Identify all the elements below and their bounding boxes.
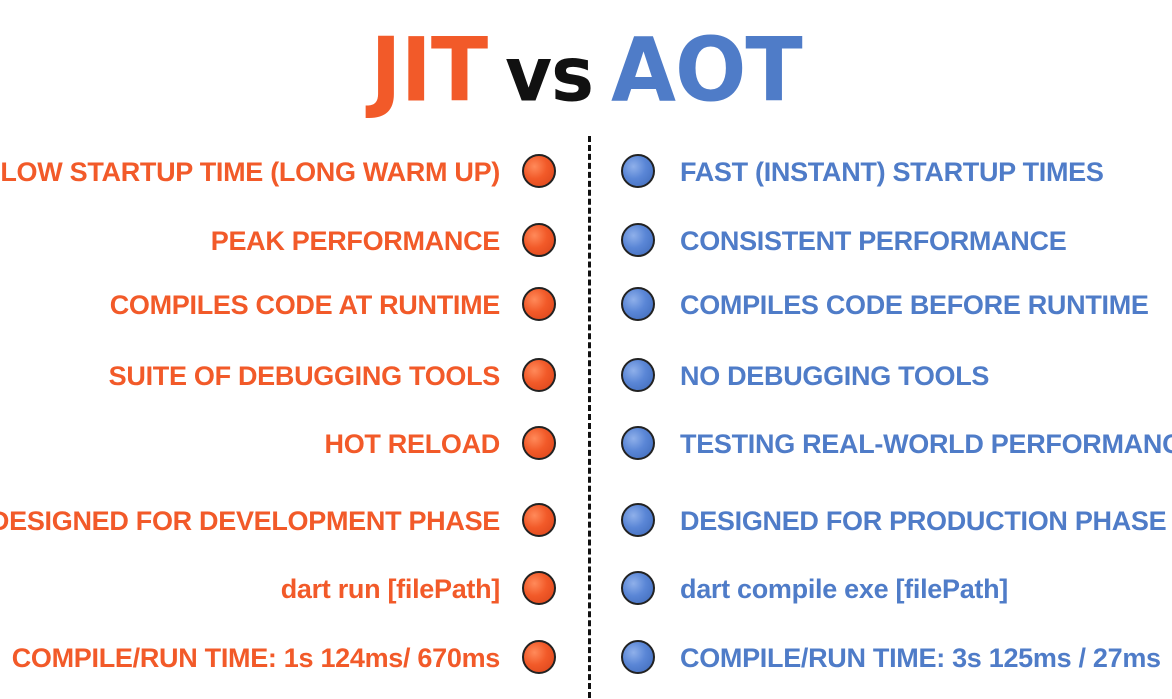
center-divider bbox=[588, 136, 591, 698]
comparison-row: HOT RELOAD TESTING REAL-WORLD PERFORMANC… bbox=[0, 424, 1172, 464]
aot-item: DESIGNED FOR PRODUCTION PHASE bbox=[680, 506, 1167, 536]
comparison-row: SUITE OF DEBUGGING TOOLS NO DEBUGGING TO… bbox=[0, 356, 1172, 396]
jit-bullet-icon bbox=[522, 223, 556, 257]
title-aot: AOT bbox=[610, 18, 803, 122]
jit-bullet-icon bbox=[522, 640, 556, 674]
comparison-row: COMPILES CODE AT RUNTIME COMPILES CODE B… bbox=[0, 285, 1172, 325]
aot-bullet-icon bbox=[621, 287, 655, 321]
jit-command: dart run [filePath] bbox=[280, 574, 501, 604]
jit-bullet-icon bbox=[522, 503, 556, 537]
aot-command: dart compile exe [filePath] bbox=[680, 574, 1008, 604]
slide-title: JIT vs AOT bbox=[0, 18, 1172, 123]
jit-bullet-icon bbox=[522, 358, 556, 392]
jit-timing: COMPILE/RUN TIME: 1s 124ms/ 670ms bbox=[11, 643, 501, 673]
jit-item: SUITE OF DEBUGGING TOOLS bbox=[108, 361, 501, 391]
title-jit: JIT bbox=[370, 18, 488, 122]
aot-bullet-icon bbox=[621, 358, 655, 392]
comparison-row: COMPILE/RUN TIME: 1s 124ms/ 670ms COMPIL… bbox=[0, 638, 1172, 678]
jit-item: HOT RELOAD bbox=[324, 429, 501, 459]
aot-timing: COMPILE/RUN TIME: 3s 125ms / 27ms bbox=[680, 643, 1161, 673]
jit-item: SLOW STARTUP TIME (LONG WARM UP) bbox=[0, 157, 500, 187]
aot-bullet-icon bbox=[621, 640, 655, 674]
jit-item: COMPILES CODE AT RUNTIME bbox=[109, 290, 501, 320]
jit-item: PEAK PERFORMANCE bbox=[210, 226, 501, 256]
aot-bullet-icon bbox=[621, 154, 655, 188]
aot-bullet-icon bbox=[621, 223, 655, 257]
aot-bullet-icon bbox=[621, 503, 655, 537]
aot-item: CONSISTENT PERFORMANCE bbox=[680, 226, 1067, 256]
jit-bullet-icon bbox=[522, 571, 556, 605]
comparison-row: DESIGNED FOR DEVELOPMENT PHASE DESIGNED … bbox=[0, 501, 1172, 541]
jit-bullet-icon bbox=[522, 287, 556, 321]
title-vs: vs bbox=[505, 30, 594, 119]
jit-bullet-icon bbox=[522, 154, 556, 188]
aot-item: COMPILES CODE BEFORE RUNTIME bbox=[680, 290, 1149, 320]
aot-bullet-icon bbox=[621, 571, 655, 605]
comparison-row: PEAK PERFORMANCE CONSISTENT PERFORMANCE bbox=[0, 221, 1172, 261]
jit-item: DESIGNED FOR DEVELOPMENT PHASE bbox=[0, 506, 500, 536]
aot-bullet-icon bbox=[621, 426, 655, 460]
comparison-row: SLOW STARTUP TIME (LONG WARM UP) FAST (I… bbox=[0, 152, 1172, 192]
aot-item: TESTING REAL-WORLD PERFORMANCE bbox=[680, 429, 1172, 459]
aot-item: NO DEBUGGING TOOLS bbox=[680, 361, 990, 391]
comparison-row: dart run [filePath] dart compile exe [fi… bbox=[0, 569, 1172, 609]
aot-item: FAST (INSTANT) STARTUP TIMES bbox=[680, 157, 1104, 187]
jit-bullet-icon bbox=[522, 426, 556, 460]
